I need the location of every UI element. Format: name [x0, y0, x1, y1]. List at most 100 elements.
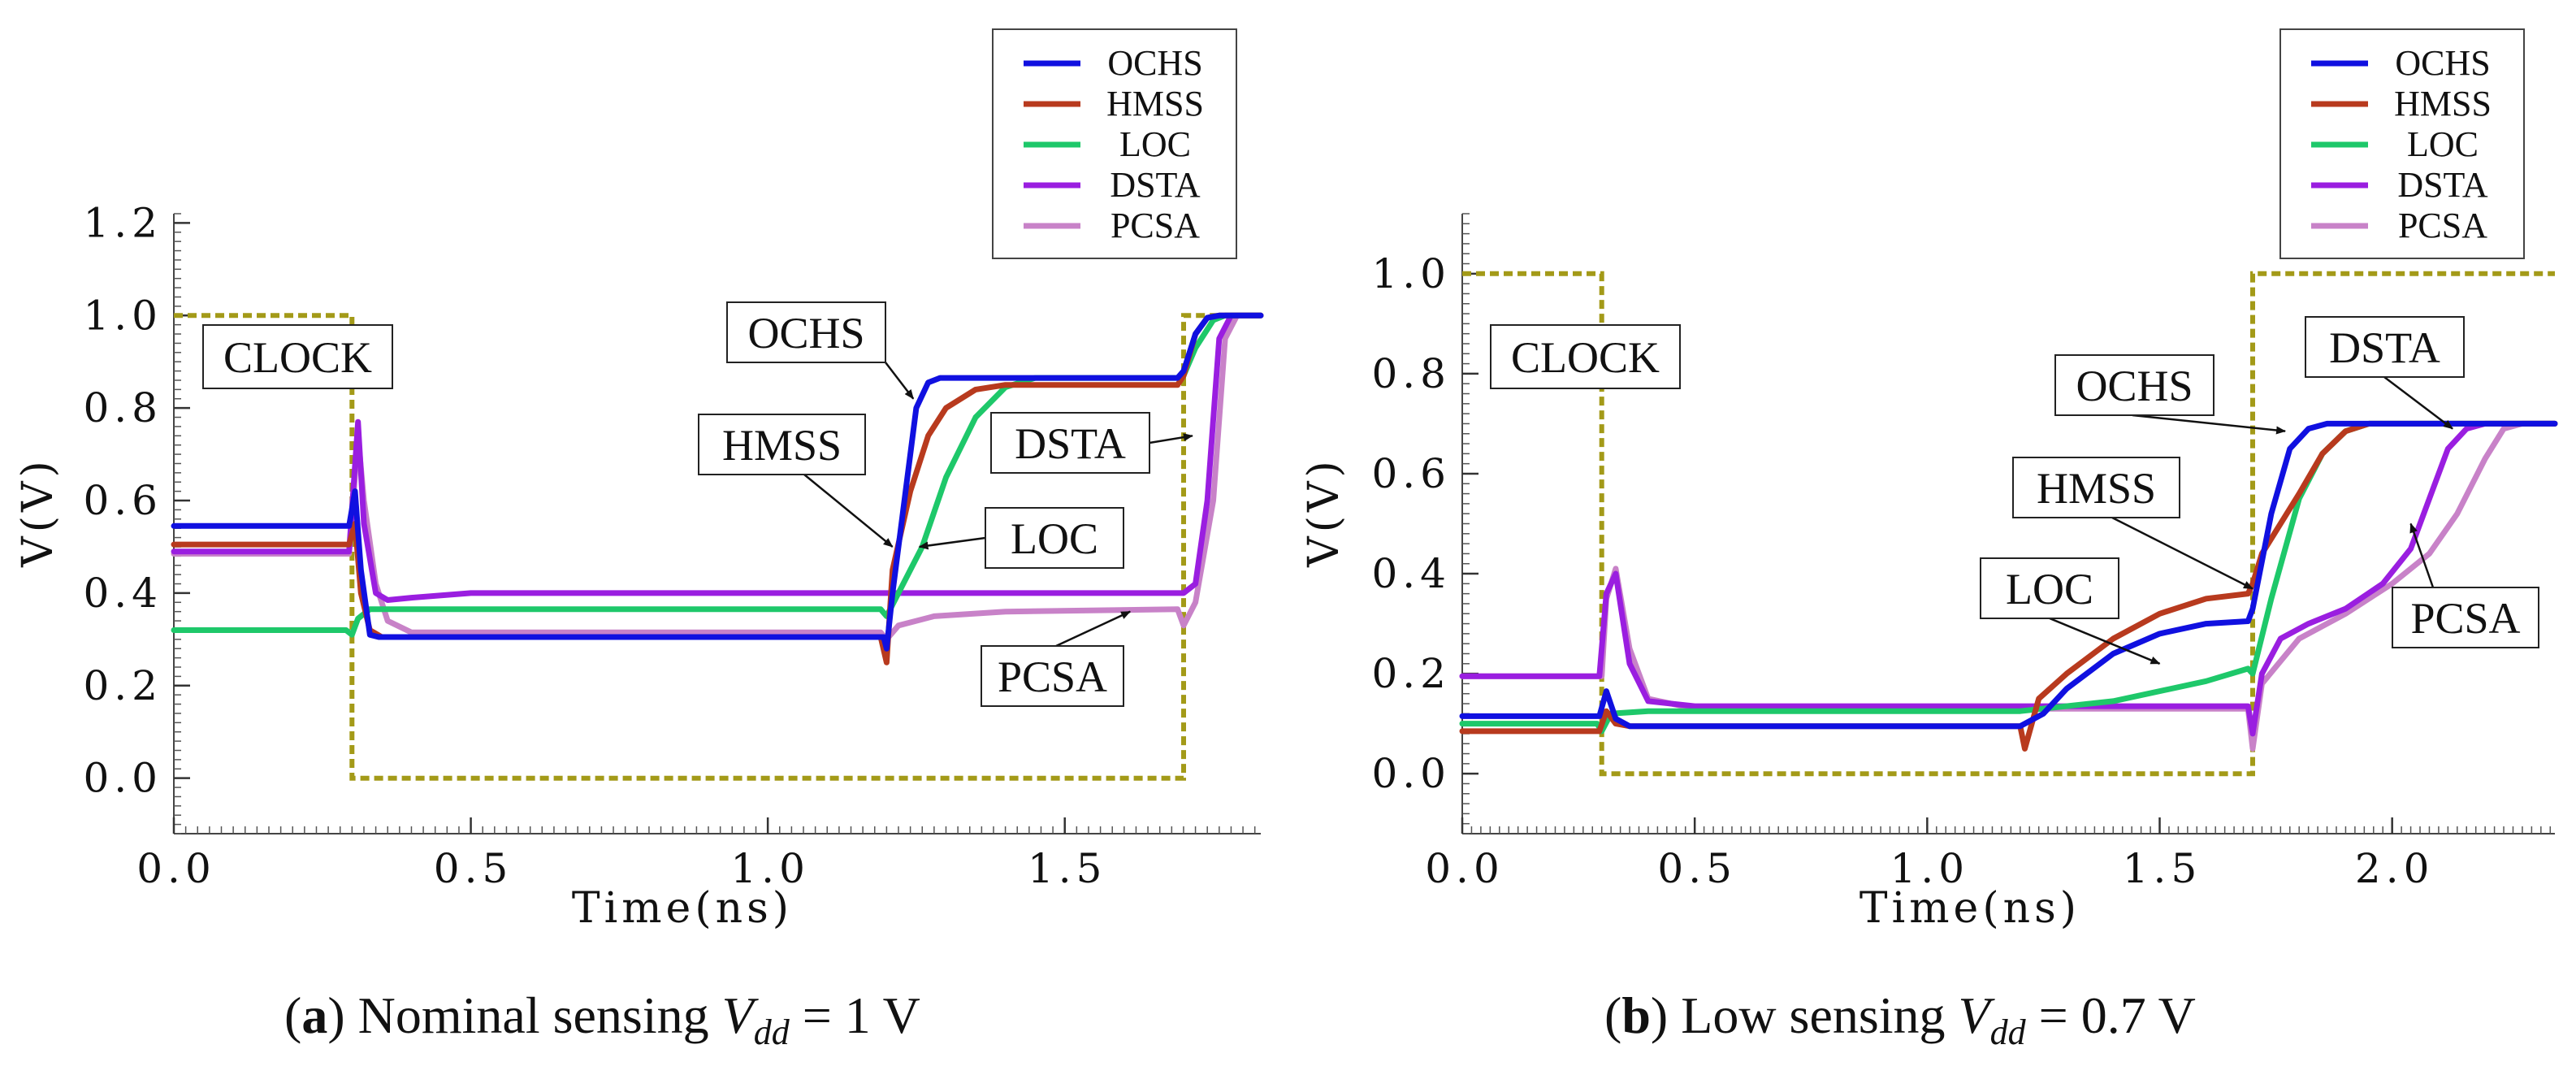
panel-b-x-axis-title: Time(ns) [1859, 884, 2080, 933]
panel-a-callout-box [726, 301, 886, 363]
panel-a-callout-clock: CLOCK [202, 324, 393, 389]
panel-a-callout-hmss: HMSS [698, 414, 894, 548]
panel-b-callout-clock: CLOCK [1490, 324, 1681, 389]
panel-b-callout-text: OCHS [2076, 362, 2193, 410]
panel-a-callout-dsta: DSTA [990, 412, 1193, 474]
panel-b-callout-loc: LOC [1980, 557, 2161, 665]
panel-a-callout-box [698, 414, 866, 475]
panel-b-ytick-label: 0.6 [1371, 450, 1451, 497]
panel-b-y-minor-ticks [1462, 213, 1470, 834]
panel-a-xtick-label: 0.0 [136, 845, 216, 892]
panel-b-callout-dsta: DSTA [2305, 316, 2465, 430]
panel-a-callout-arrow [1149, 433, 1193, 444]
panel-a-xtick-label: 1.0 [730, 845, 810, 892]
panel-a-callout-arrow [803, 474, 894, 548]
panel-b-xtick-label: 2.0 [2355, 845, 2435, 892]
panel-b-legend-label-pcsa: PCSA [2398, 206, 2487, 245]
panel-a-xtick-label: 1.5 [1028, 845, 1107, 892]
panel-b: 0.0 0.2 0.4 0.6 0.8 1.0 0.0 0.5 1.0 1.5 2.0 Time(ns… [1300, 28, 2558, 933]
panel-b-callout-arrow [2132, 414, 2287, 435]
panel-b-callout-arrow [2111, 516, 2253, 590]
caption-b-value: = 0.7 V [2038, 986, 2196, 1044]
panel-a-series-ochs [171, 312, 1264, 652]
panel-a-ytick-label: 0.0 [83, 755, 162, 802]
panel-b-callout-arrow [2049, 617, 2161, 665]
panel-a-y-axis-title: V(V) [14, 457, 63, 568]
panel-a-legend-label-hmss: HMSS [1106, 84, 1204, 124]
caption-b-label: b [1621, 986, 1651, 1044]
panel-b-callout-text: LOC [2006, 565, 2093, 613]
panel-b-xtick-label: 0.5 [1657, 845, 1737, 892]
panel-a-legend-label-dsta: DSTA [1110, 165, 1201, 205]
panel-a-callout-text: LOC [1011, 514, 1098, 563]
caption-a: (a) Nominal sensing Vdd = 1 V [284, 986, 920, 1052]
panel-a-series-dsta [171, 312, 1264, 603]
panel-b-xtick-label: 0.0 [1425, 845, 1504, 892]
panel-b-series-clock [1462, 271, 2555, 777]
panel-b-ytick-label: 0.4 [1371, 550, 1451, 597]
caption-a-text: Nominal sensing [357, 986, 709, 1044]
panel-a-ytick-label: 0.8 [83, 384, 162, 431]
caption-a-label: a [301, 986, 328, 1044]
panel-b-y-axis-title: V(V) [1300, 457, 1349, 568]
panel-a-callout-box [981, 645, 1124, 707]
panel-b-callout-box [2392, 587, 2539, 648]
panel-a-callout-box [990, 412, 1150, 474]
panel-b-series-hmss [1459, 420, 2558, 752]
panel-b-xtick-label: 1.5 [2123, 845, 2202, 892]
panel-b-ytick-label: 0.2 [1371, 650, 1451, 697]
panel-b-callout-box [1980, 557, 2119, 619]
panel-b-x-minor-ticks [1461, 826, 2552, 834]
panel-b-callout-text: DSTA [2329, 323, 2440, 372]
panel-a-callout-arrow [885, 362, 915, 400]
panel-a-x-minor-ticks [173, 826, 1256, 834]
panel-a-legend-label-pcsa: PCSA [1110, 206, 1200, 245]
panel-b-series-ochs [1459, 420, 2558, 730]
panel-a-callout-ochs: OCHS [726, 301, 915, 400]
caption-b-sub: dd [1989, 1012, 2026, 1052]
panel-b-callout-box [2305, 316, 2465, 378]
panel-b-callout-text: PCSA [2410, 594, 2520, 643]
panel-a-callout-text: DSTA [1015, 419, 1126, 468]
panel-b-callout-arrow [2409, 522, 2435, 588]
panel-b-ytick-label: 0.8 [1371, 350, 1451, 397]
panel-b-callout-text: HMSS [2037, 464, 2156, 513]
caption-b: (b) Low sensing Vdd = 0.7 V [1604, 986, 2196, 1052]
panel-b-ytick-label: 1.0 [1371, 250, 1451, 297]
panel-b-callout-arrow [2383, 376, 2453, 430]
panel-b-callout-text: CLOCK [1511, 333, 1660, 382]
panel-a-ytick-label: 0.6 [83, 477, 162, 524]
panel-a-ytick-label: 0.4 [83, 570, 162, 617]
panel-b-callout-box [2012, 457, 2180, 518]
panel-a-callout-arrow [918, 536, 986, 550]
panel-a-callout-text: CLOCK [223, 333, 372, 382]
panel-a-series-clock [174, 313, 1261, 781]
panel-a-callout-text: HMSS [722, 421, 842, 470]
panel-b-legend-label-dsta: DSTA [2397, 165, 2488, 205]
panel-b-callout-hmss: HMSS [2012, 457, 2253, 590]
caption-b-var: V [1958, 986, 1990, 1044]
panel-a-callout-box [985, 507, 1124, 569]
panel-a-xtick-label: 0.5 [434, 845, 513, 892]
panel-a-callout-arrow [1055, 610, 1132, 648]
panel-b-legend-label-ochs: OCHS [2395, 43, 2490, 83]
panel-a-ytick-label: 0.2 [83, 662, 162, 709]
panel-b-callout-ochs: OCHS [2054, 354, 2287, 435]
panel-a-callout-box [202, 324, 393, 389]
panel-a-callout-text: OCHS [747, 309, 864, 358]
caption-b-text: Low sensing [1681, 986, 1946, 1044]
panel-a-x-axis-title: Time(ns) [572, 884, 793, 933]
panel-a-callout-loc: LOC [918, 507, 1124, 569]
panel-b-callout-pcsa: PCSA [2392, 522, 2539, 648]
panel-a-ytick-label: 1.0 [83, 292, 162, 339]
panel-a: 0.0 0.2 0.4 0.6 0.8 1.0 1.2 0.0 0.5 1.0 1.5 Time(ns… [14, 28, 1264, 933]
panel-a-callout-text: PCSA [998, 652, 1107, 701]
panel-b-xtick-label: 1.0 [1890, 845, 1970, 892]
panel-a-legend-label-loc: LOC [1119, 124, 1191, 164]
panel-a-callout-pcsa: PCSA [981, 610, 1132, 707]
panel-b-callout-box [1490, 324, 1681, 389]
panel-b-ytick-label: 0.0 [1371, 750, 1451, 797]
